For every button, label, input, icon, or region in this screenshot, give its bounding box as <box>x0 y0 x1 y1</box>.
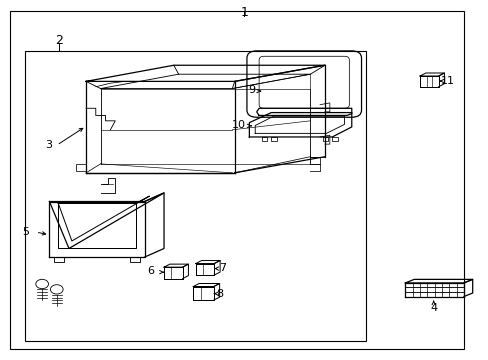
Text: 11: 11 <box>440 76 453 86</box>
Text: 8: 8 <box>216 289 223 299</box>
Text: 5: 5 <box>22 227 29 237</box>
Text: 6: 6 <box>147 266 154 276</box>
Text: 3: 3 <box>45 140 52 150</box>
Text: 2: 2 <box>55 33 63 47</box>
Bar <box>25 51 366 341</box>
Text: 9: 9 <box>248 85 255 95</box>
Text: 1: 1 <box>240 6 248 19</box>
Text: 4: 4 <box>429 303 436 314</box>
Text: 10: 10 <box>231 120 245 130</box>
Text: 7: 7 <box>219 263 225 273</box>
